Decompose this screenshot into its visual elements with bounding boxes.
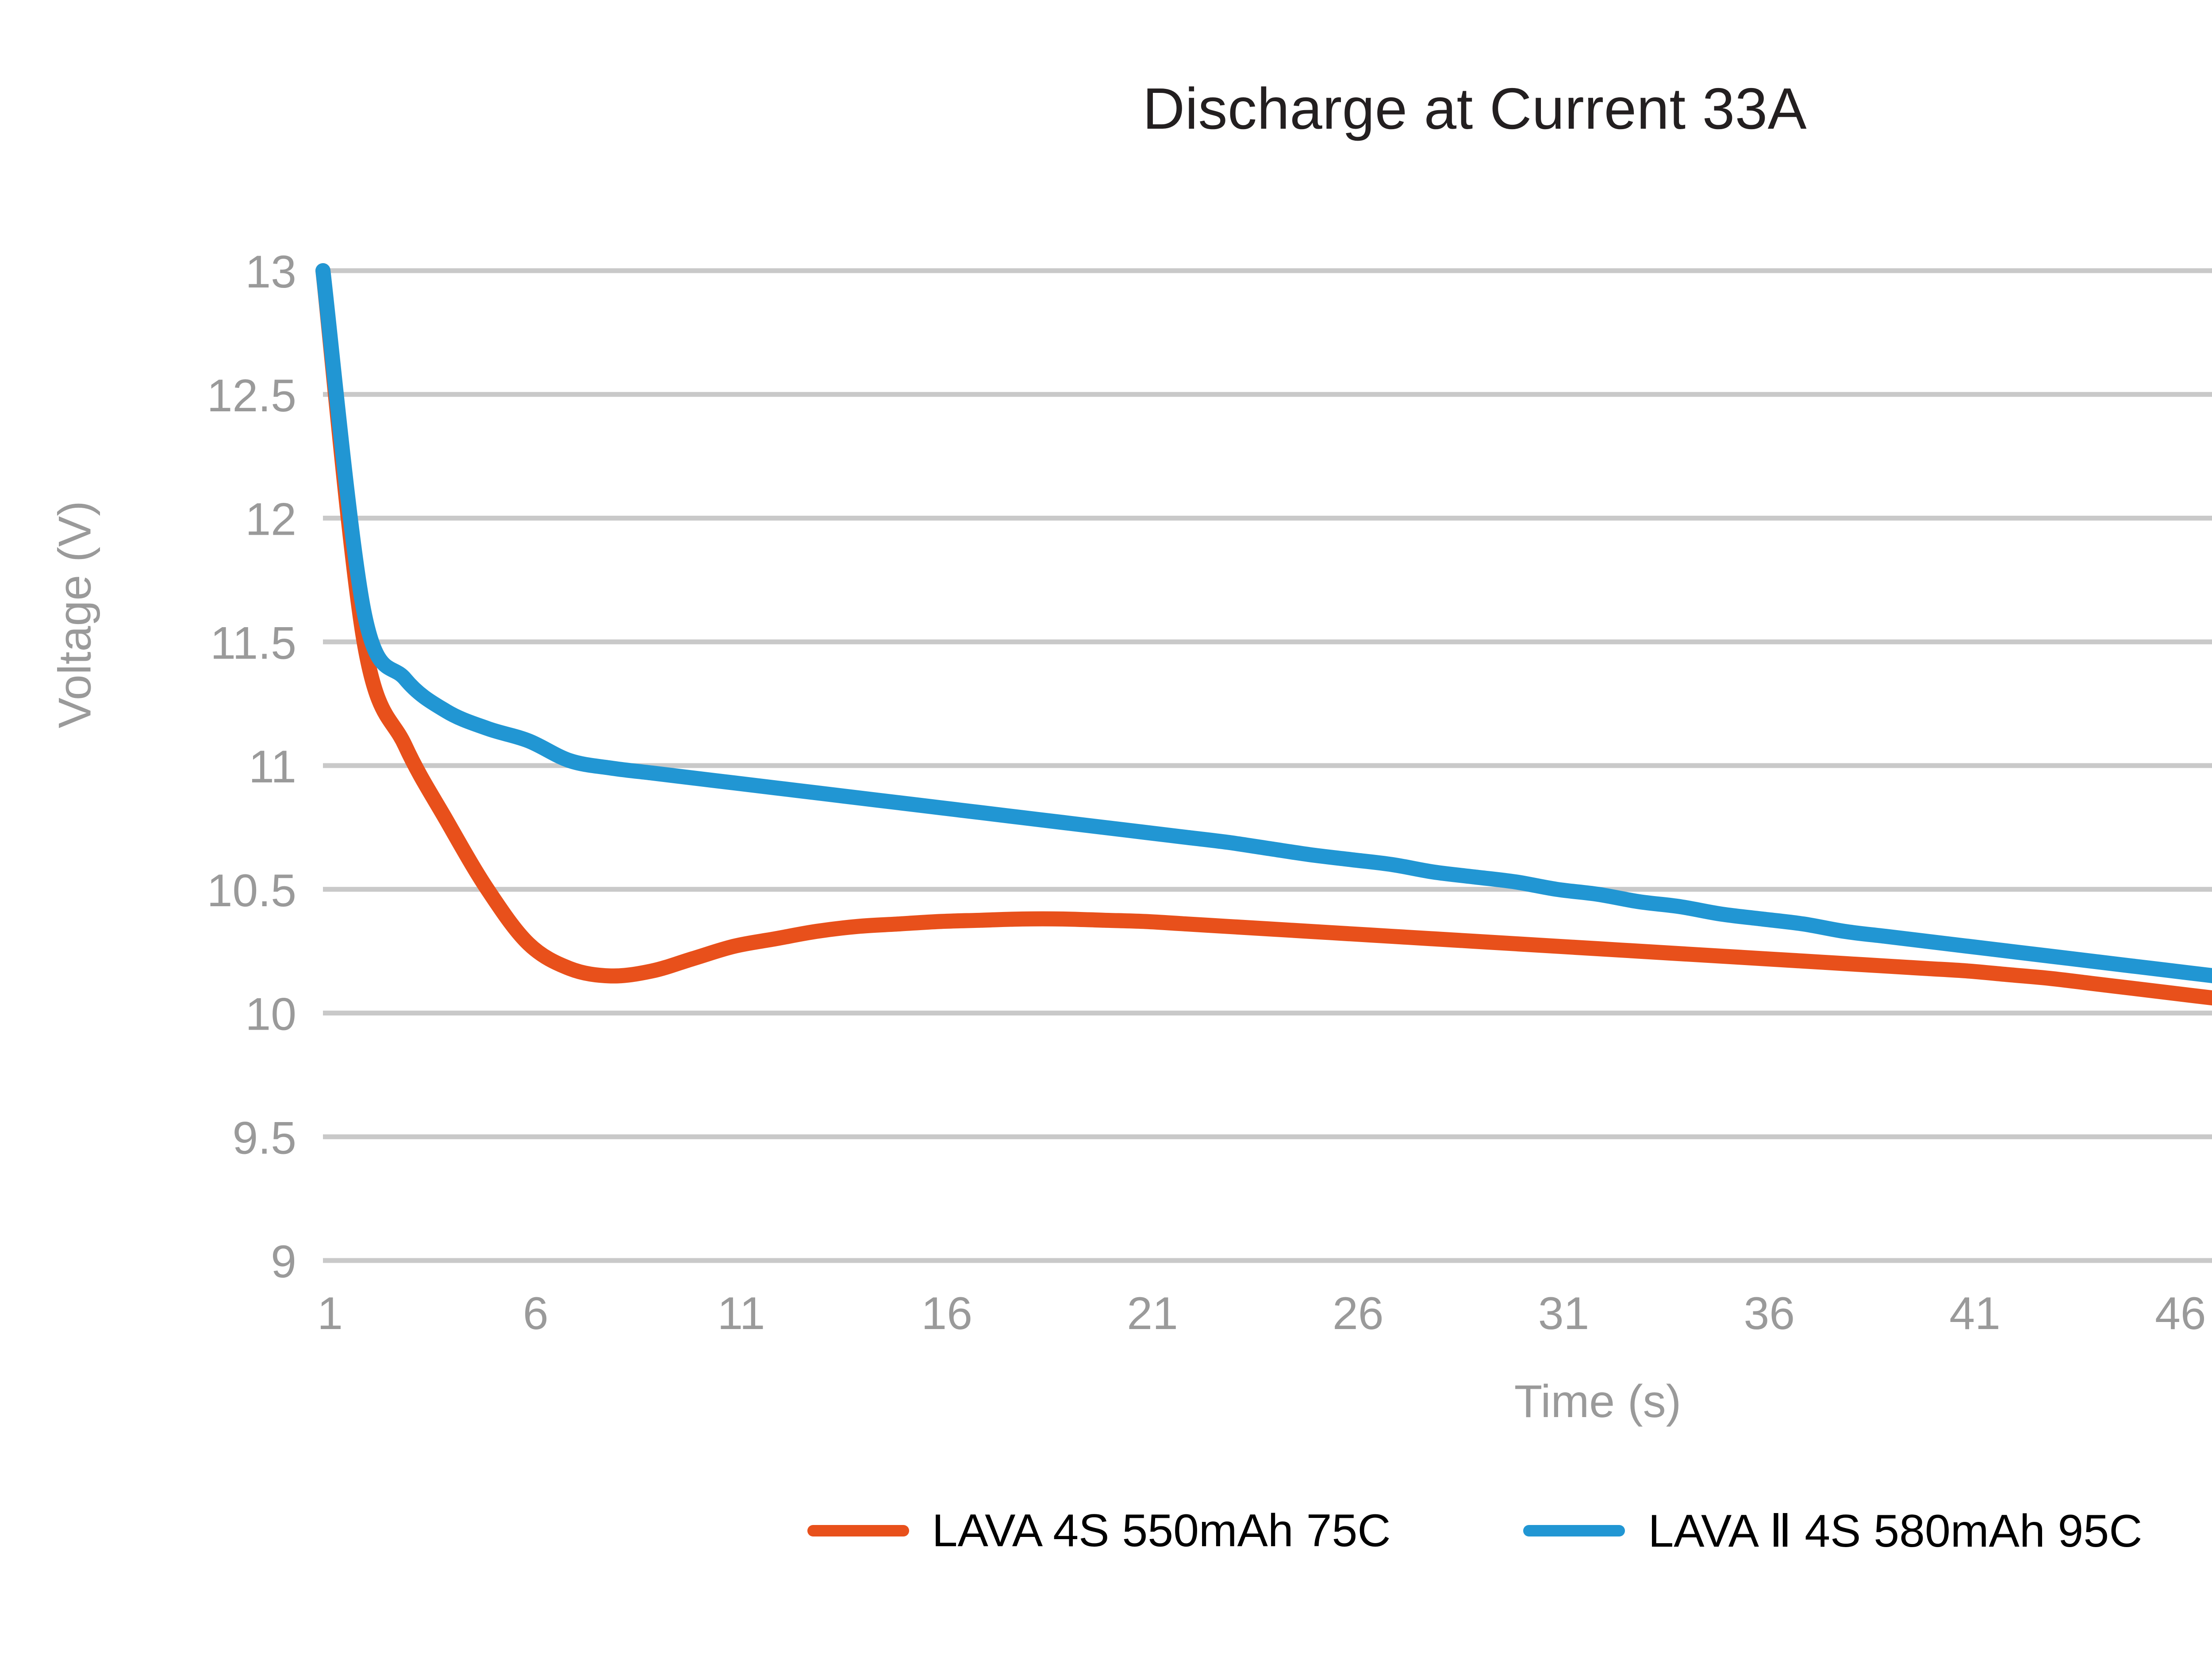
x-tick-label: 6: [523, 1288, 549, 1339]
chart-title: Discharge at Current 33A: [1142, 76, 1807, 141]
x-axis-title: Time (s): [1514, 1376, 1682, 1427]
x-tick-label: 46: [2155, 1288, 2206, 1339]
series-line-2: [315, 263, 2212, 983]
x-tick-label: 41: [1949, 1288, 2001, 1339]
legend-label-series-1: LAVA 4S 550mAh 75C: [932, 1505, 1391, 1556]
x-tick-label: 21: [1127, 1288, 1178, 1339]
chart-legend: LAVA 4S 550mAh 75C LAVA Ⅱ 4S 580mAh 95C: [0, 1504, 2212, 1558]
y-tick-label: 9: [271, 1236, 296, 1287]
series-line-1: [315, 263, 2212, 1006]
x-tick-labels: 161116212631364146515661: [317, 1288, 2206, 1339]
y-tick-label: 12: [245, 494, 296, 545]
x-tick-label: 26: [1333, 1288, 1384, 1339]
y-tick-label: 10.5: [207, 865, 296, 916]
y-tick-labels: 9 9.5 10 10.5 11 11.5 12 12.5 13: [207, 246, 296, 1287]
legend-swatch-icon-series-2: [1523, 1525, 1625, 1536]
x-tick-label: 31: [1538, 1288, 1590, 1339]
y-tick-label: 11.5: [210, 617, 296, 669]
series-lines: [315, 263, 2212, 1006]
legend-item-series-2[interactable]: LAVA Ⅱ 4S 580mAh 95C: [1523, 1504, 2142, 1558]
x-tick-label: 16: [921, 1288, 972, 1339]
y-axis-title: Voltage (V): [49, 501, 101, 728]
y-tick-label: 9.5: [232, 1112, 296, 1164]
y-tick-label: 10: [245, 989, 296, 1040]
x-tick-label: 36: [1743, 1288, 1795, 1339]
x-tick-label: 1: [317, 1288, 343, 1339]
x-tick-label: 11: [718, 1288, 765, 1339]
y-tick-label: 12.5: [207, 370, 296, 421]
y-tick-label: 11: [249, 741, 296, 793]
legend-swatch-icon-series-1: [807, 1525, 909, 1536]
y-tick-label: 13: [245, 246, 296, 298]
legend-item-series-1[interactable]: LAVA 4S 550mAh 75C: [807, 1505, 1391, 1557]
legend-label-series-2: LAVA Ⅱ 4S 580mAh 95C: [1648, 1506, 2143, 1557]
